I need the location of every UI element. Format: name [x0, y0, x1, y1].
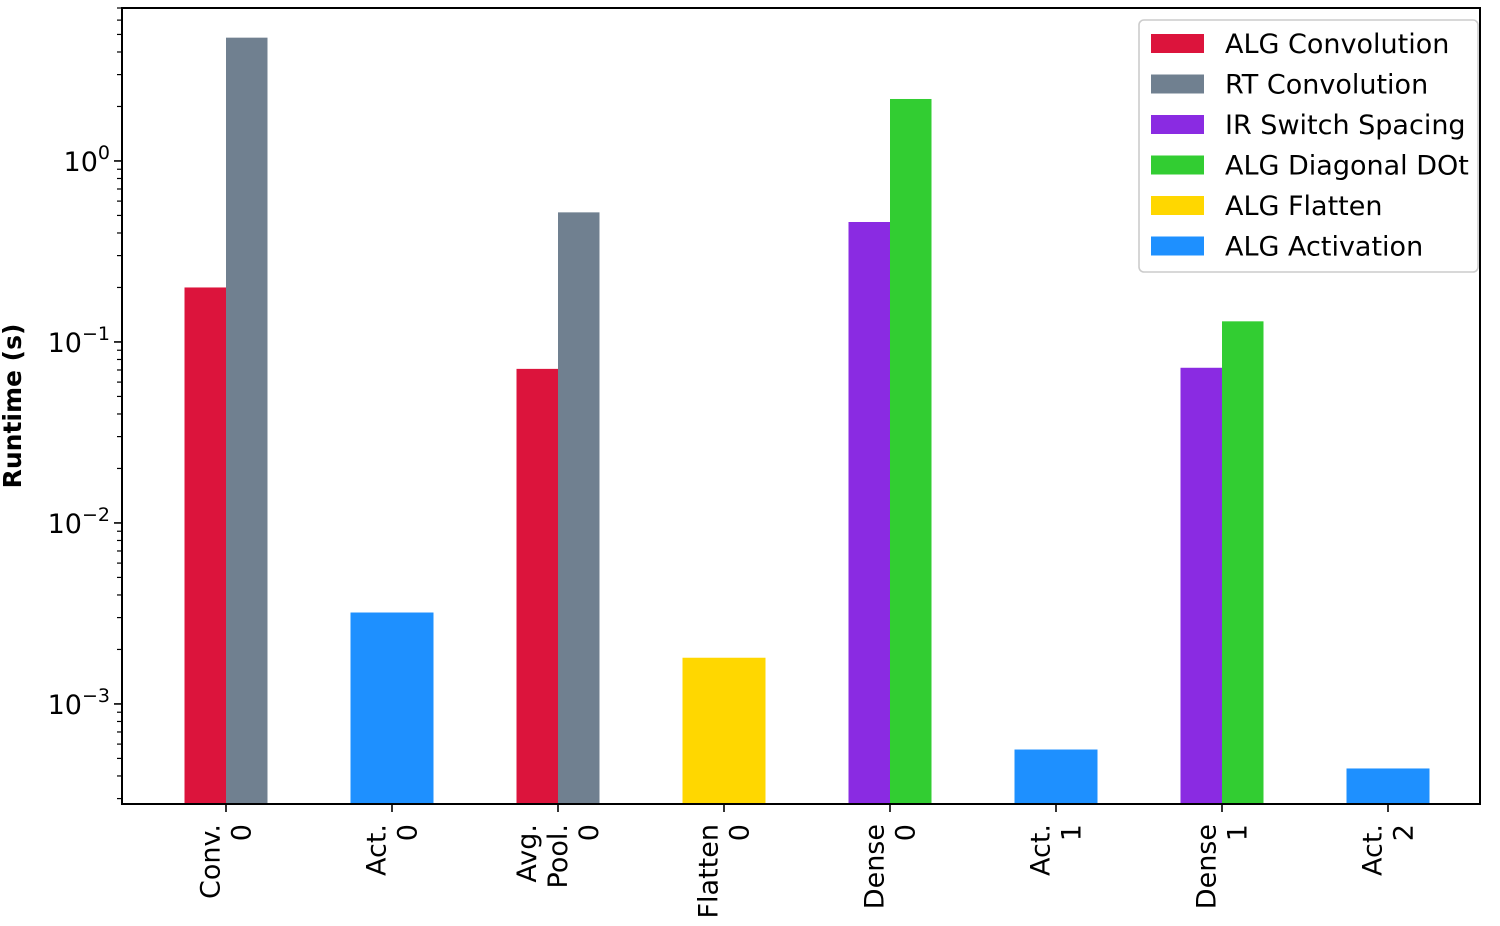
- legend: ALG Convolution RT Convolution IR Switch S…: [1138, 19, 1479, 273]
- x-axis: Conv. 0 Act. 0 Avg. Pool. 0 Flatten 0 Dense 0 Act. 1…: [196, 804, 1420, 918]
- y-tick-label: 10−2: [48, 504, 110, 540]
- x-category-label: Conv.: [196, 824, 227, 899]
- legend-swatch-alg-flatten: [1151, 196, 1204, 215]
- y-tick-label: 100: [64, 142, 110, 178]
- bar-alg-activation-cat-1: [350, 612, 434, 804]
- x-category-label: 0: [725, 824, 756, 841]
- legend-label: ALG Diagonal DOt: [1225, 151, 1469, 182]
- x-category-label: Avg.: [512, 824, 543, 883]
- bar-rt-convolution-cat-2: [558, 212, 600, 804]
- bar-alg-diagonal-dot-cat-4: [890, 98, 932, 804]
- x-category-label: Flatten: [694, 824, 725, 918]
- bars-group: [184, 37, 1430, 805]
- legend-swatch-alg-convolution: [1151, 34, 1204, 53]
- legend-swatch-rt-convolution: [1151, 74, 1204, 94]
- bar-alg-activation-cat-5: [1014, 749, 1098, 804]
- x-category-label: Dense: [860, 824, 891, 909]
- legend-swatch-alg-activation: [1151, 236, 1204, 256]
- y-axis-label: Runtime (s): [0, 324, 27, 489]
- y-axis: 100 10−1 10−2 10−3: [48, 7, 122, 800]
- legend-box: [1138, 19, 1479, 273]
- plot-area-frame: [121, 7, 1481, 805]
- x-category-label: Pool.: [543, 824, 574, 888]
- legend-label: RT Convolution: [1225, 70, 1428, 101]
- x-category-label: 0: [393, 824, 424, 841]
- y-tick-label: 10−3: [48, 685, 110, 721]
- legend-label: ALG Flatten: [1225, 191, 1383, 222]
- bar-alg-convolution-cat-2: [516, 368, 558, 804]
- bar-ir-switch-spacing-cat-4: [848, 221, 890, 804]
- x-category-label: 0: [891, 824, 922, 841]
- x-category-label: Dense: [1192, 824, 1223, 909]
- bar-alg-flatten-cat-3: [682, 657, 766, 804]
- x-category-label: 2: [1389, 824, 1420, 841]
- legend-label: ALG Activation: [1225, 232, 1423, 263]
- bar-rt-convolution-cat-0: [226, 37, 268, 805]
- legend-swatch-ir-switch-spacing: [1151, 115, 1204, 134]
- legend-label: IR Switch Spacing: [1225, 110, 1466, 141]
- bar-alg-diagonal-dot-cat-6: [1222, 321, 1264, 804]
- x-category-label: 1: [1057, 824, 1088, 841]
- bar-alg-activation-cat-7: [1346, 768, 1430, 804]
- x-category-label: Act.: [362, 824, 393, 876]
- x-category-label: Act.: [1026, 824, 1057, 876]
- x-category-label: Act.: [1358, 824, 1389, 876]
- bar-ir-switch-spacing-cat-6: [1180, 367, 1222, 804]
- bar-alg-convolution-cat-0: [184, 287, 226, 804]
- legend-swatch-alg-diagonal-dot: [1151, 155, 1204, 175]
- x-category-label: 0: [227, 824, 258, 841]
- legend-label: ALG Convolution: [1225, 29, 1449, 60]
- y-tick-label: 10−1: [48, 323, 110, 359]
- x-category-label: 0: [574, 824, 605, 841]
- x-category-label: 1: [1223, 824, 1254, 841]
